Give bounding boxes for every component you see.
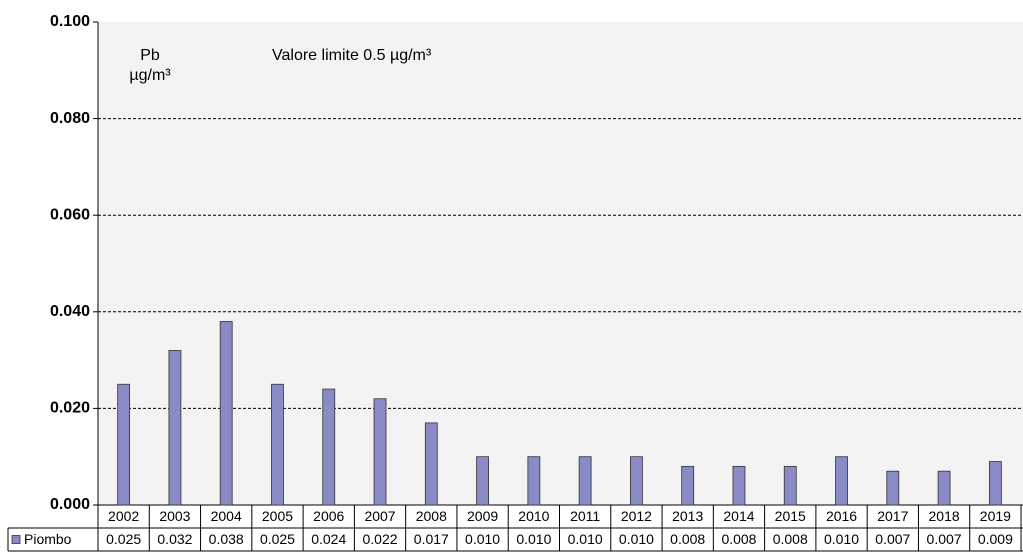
bar <box>424 422 438 506</box>
value-label: 0.010 <box>516 531 551 547</box>
bar <box>630 456 643 506</box>
x-tick-label: 2015 <box>775 508 806 524</box>
bar <box>527 456 541 506</box>
value-label: 0.032 <box>157 531 192 547</box>
bar <box>578 456 592 506</box>
plot-area <box>98 22 1023 505</box>
bar <box>168 350 182 506</box>
x-tick-label: 2006 <box>313 508 344 524</box>
value-label: 0.010 <box>824 531 859 547</box>
value-label: 0.008 <box>721 531 756 547</box>
x-tick-label: 2002 <box>108 508 139 524</box>
y-tick-label: 0.040 <box>50 303 90 320</box>
value-label: 0.009 <box>978 531 1013 547</box>
bar <box>783 465 797 506</box>
x-tick-label: 2019 <box>980 508 1011 524</box>
x-tick-label: 2018 <box>929 508 960 524</box>
bar <box>373 398 387 506</box>
y-tick-label: 0.100 <box>50 13 90 30</box>
bar <box>117 383 131 506</box>
value-label: 0.017 <box>414 531 449 547</box>
x-tick-label: 2007 <box>364 508 395 524</box>
y-tick-label: 0.000 <box>50 496 90 513</box>
x-tick-label: 2008 <box>416 508 447 524</box>
bar <box>835 456 848 506</box>
value-label: 0.022 <box>363 531 398 547</box>
value-label: 0.007 <box>927 531 962 547</box>
x-tick-label: 2010 <box>518 508 549 524</box>
value-label: 0.025 <box>106 531 141 547</box>
bar <box>886 470 900 506</box>
bar <box>219 321 233 506</box>
x-tick-label: 2012 <box>621 508 652 524</box>
x-tick-label: 2014 <box>723 508 754 524</box>
x-tick-label: 2009 <box>467 508 498 524</box>
bar <box>476 456 489 506</box>
value-label: 0.010 <box>465 531 500 547</box>
annotation: Valore limite 0.5 µg/m³ <box>272 47 432 64</box>
annotation: µg/m³ <box>129 67 171 84</box>
x-tick-label: 2013 <box>672 508 703 524</box>
value-label: 0.008 <box>670 531 705 547</box>
bar <box>732 465 746 506</box>
x-tick-label: 2005 <box>262 508 293 524</box>
value-label: 0.008 <box>773 531 808 547</box>
x-tick-label: 2017 <box>877 508 908 524</box>
value-label: 0.010 <box>568 531 603 547</box>
x-tick-label: 2004 <box>211 508 242 524</box>
legend-swatch <box>11 535 21 544</box>
bar <box>681 465 695 506</box>
y-tick-label: 0.080 <box>50 110 90 127</box>
y-tick-label: 0.060 <box>50 206 90 223</box>
bar <box>322 388 336 506</box>
legend-label: Piombo <box>24 531 72 547</box>
x-tick-label: 2003 <box>159 508 190 524</box>
x-tick-label: 2016 <box>826 508 857 524</box>
value-label: 0.038 <box>209 531 244 547</box>
annotation: Pb <box>140 47 160 64</box>
value-label: 0.010 <box>619 531 654 547</box>
bar <box>937 470 951 506</box>
value-label: 0.025 <box>260 531 295 547</box>
value-label: 0.007 <box>875 531 910 547</box>
bar <box>271 383 284 506</box>
y-tick-label: 0.020 <box>50 400 90 417</box>
x-tick-label: 2011 <box>570 508 600 524</box>
bar <box>988 461 1002 506</box>
value-label: 0.024 <box>311 531 346 547</box>
